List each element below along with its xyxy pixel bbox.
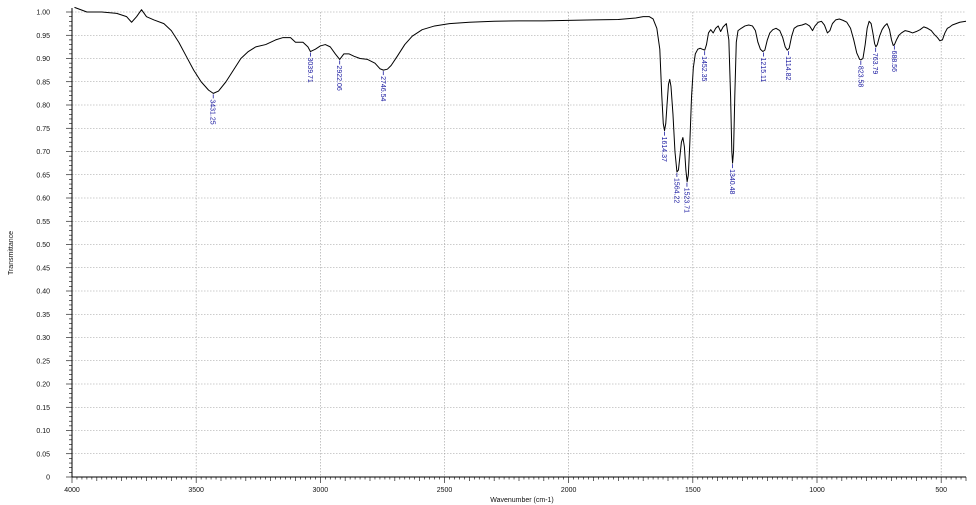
y-tick-label: 0.60 <box>36 196 50 203</box>
y-tick-label: 0.50 <box>36 242 50 249</box>
y-tick-label: 0.75 <box>36 126 50 133</box>
peak-marker: 1114.82 <box>784 51 791 81</box>
x-tick-labels: 4000 3500 3000 2500 2000 1500 1000 500 <box>64 487 947 494</box>
spectrum-line <box>74 6 967 183</box>
y-tick-label: 1.00 <box>36 10 50 17</box>
y-tick-label: 0.25 <box>36 358 50 365</box>
peak-marker: 763.79 <box>871 47 878 75</box>
y-tick-label: 0.90 <box>36 56 50 63</box>
peak-annotations: 3431.25 3039.71 2922.06 2746.54 1614.37 1564.… <box>209 45 897 213</box>
y-tick-label: 0.30 <box>36 335 50 342</box>
y-tick-label: 0.95 <box>36 33 50 40</box>
peak-marker: 688.56 <box>890 45 897 73</box>
peak-label: 2922.06 <box>335 65 342 90</box>
peak-marker: 823.58 <box>856 60 863 88</box>
x-tick-label: 2500 <box>437 487 453 494</box>
peak-label: 1114.82 <box>784 56 791 80</box>
peak-marker: 1564.22 <box>672 172 679 203</box>
y-tick-label: 0.05 <box>36 451 50 458</box>
peak-marker: 3431.25 <box>209 94 216 125</box>
y-tick-label: 0.85 <box>36 79 50 86</box>
y-tick-label: 0.15 <box>36 405 50 412</box>
peak-marker: 1215.11 <box>759 52 766 83</box>
peak-label: 1215.11 <box>759 58 766 83</box>
y-tick-label: 0.55 <box>36 219 50 226</box>
x-tick-label: 3000 <box>313 487 329 494</box>
peak-label: 823.58 <box>856 66 863 88</box>
peak-label: 1523.71 <box>682 188 689 213</box>
peak-marker: 1452.35 <box>700 51 707 82</box>
peak-label: 1452.35 <box>700 56 707 81</box>
y-axis-title: Transmittance <box>8 231 15 275</box>
spectrum <box>74 6 967 183</box>
peak-label: 763.79 <box>871 53 878 75</box>
peak-marker: 3039.71 <box>306 52 313 83</box>
peak-label: 3039.71 <box>306 58 313 83</box>
grid <box>72 11 966 477</box>
x-tick-label: 4000 <box>64 487 80 494</box>
peak-marker: 1614.37 <box>660 131 667 162</box>
y-tick-label: 0.35 <box>36 312 50 319</box>
axes <box>71 8 966 478</box>
y-tick-labels: 0 0.05 0.10 0.15 0.20 0.25 0.30 0.35 0.40 0.45 0.5… <box>36 10 50 482</box>
y-tick-label: 0.20 <box>36 382 50 389</box>
y-tick-label: 0.40 <box>36 289 50 296</box>
y-tick-label: 0.70 <box>36 149 50 156</box>
x-tick-label: 1500 <box>685 487 701 494</box>
minor-ticks <box>66 11 967 483</box>
x-tick-label: 500 <box>935 487 947 494</box>
peak-label: 2746.54 <box>379 76 386 101</box>
x-tick-label: 2000 <box>561 487 577 494</box>
y-tick-label: 0.10 <box>36 428 50 435</box>
y-tick-label: 0.65 <box>36 172 50 179</box>
peak-label: 1564.22 <box>672 178 679 203</box>
peak-marker: 2746.54 <box>379 71 386 102</box>
x-axis-title: Wavenumber (cm-1) <box>490 497 554 504</box>
peak-marker: 1340.48 <box>728 164 735 195</box>
peak-marker: 2922.06 <box>335 60 342 91</box>
peak-marker: 1523.71 <box>682 182 689 213</box>
y-tick-label: 0 <box>46 475 50 482</box>
y-tick-label: 0.80 <box>36 103 50 110</box>
peak-label: 3431.25 <box>209 99 216 124</box>
y-tick-label: 0.45 <box>36 265 50 272</box>
x-tick-label: 1000 <box>809 487 825 494</box>
peak-label: 1614.37 <box>660 137 667 162</box>
peak-label: 1340.48 <box>728 169 735 194</box>
peak-label: 688.56 <box>890 51 897 73</box>
x-tick-label: 3500 <box>188 487 204 494</box>
